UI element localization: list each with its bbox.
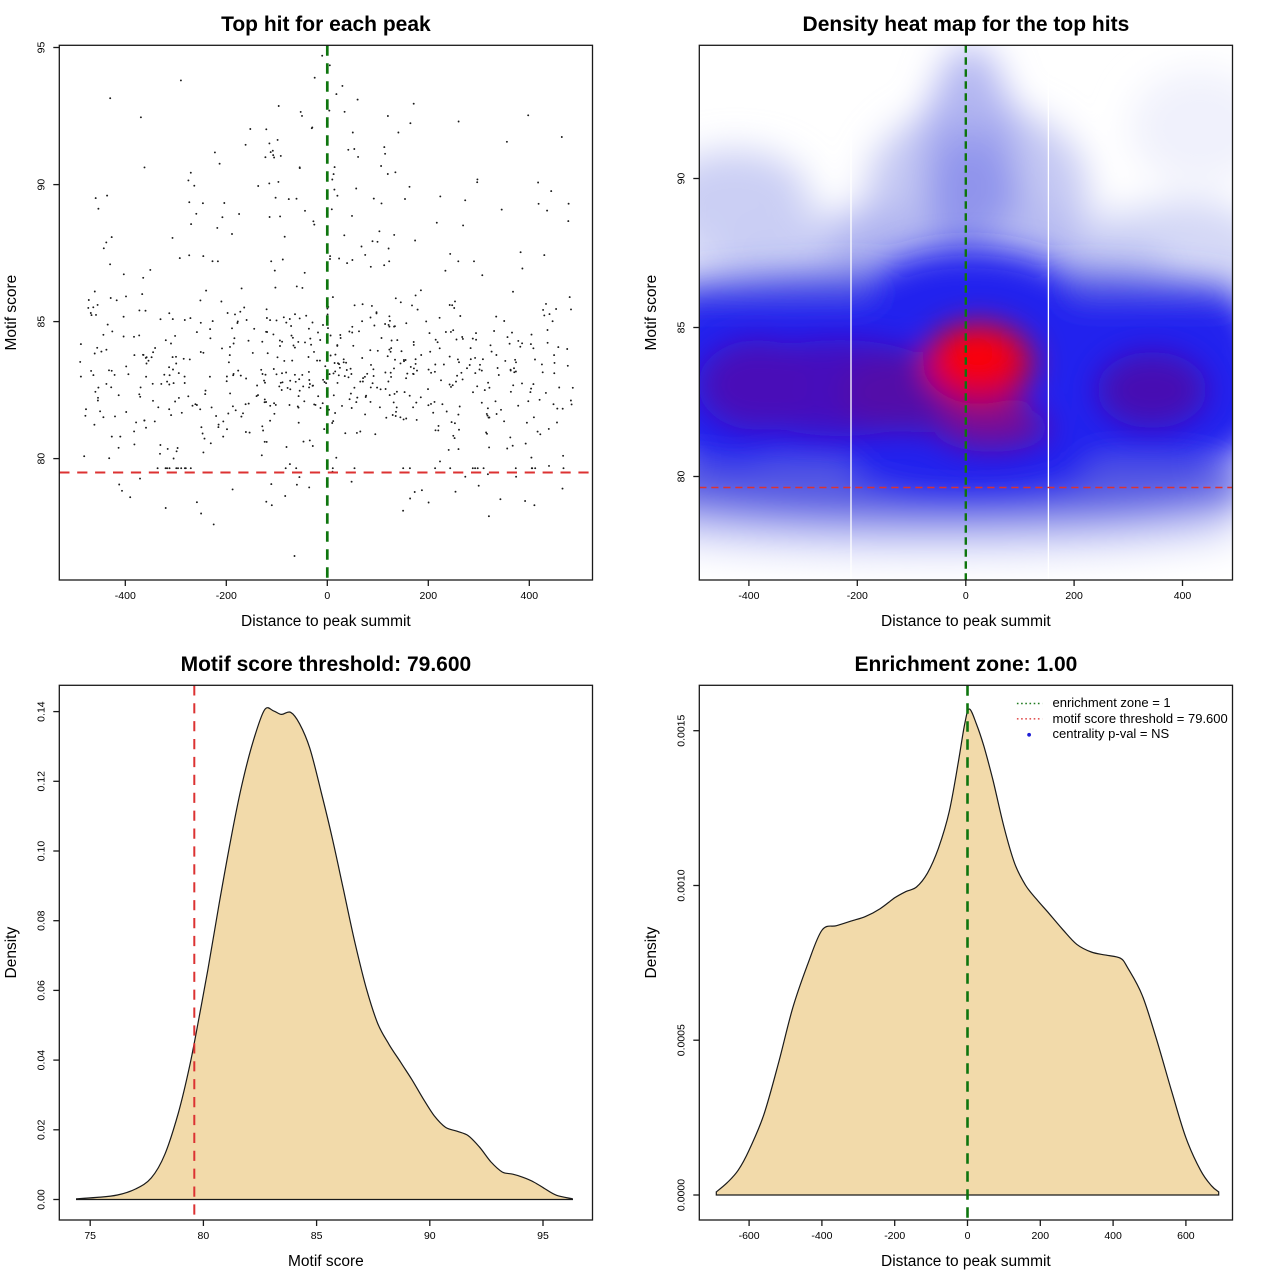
svg-text:80: 80 (198, 1230, 210, 1242)
svg-text:Motif score: Motif score (643, 275, 660, 351)
svg-text:Density heat map for the top h: Density heat map for the top hits (803, 13, 1130, 36)
svg-text:85: 85 (675, 322, 687, 334)
svg-text:90: 90 (675, 173, 687, 185)
svg-text:85: 85 (35, 316, 47, 328)
svg-text:90: 90 (35, 179, 47, 191)
svg-text:-400: -400 (811, 1230, 832, 1242)
svg-text:90: 90 (424, 1230, 436, 1242)
svg-text:0.0000: 0.0000 (675, 1179, 687, 1211)
svg-text:0.0015: 0.0015 (675, 714, 687, 746)
svg-text:0.10: 0.10 (35, 841, 47, 862)
svg-text:Distance to peak summit: Distance to peak summit (881, 1253, 1051, 1270)
svg-text:enrichment zone = 1: enrichment zone = 1 (1053, 695, 1171, 710)
svg-text:0.12: 0.12 (35, 771, 47, 792)
svg-text:centrality p-val = NS: centrality p-val = NS (1053, 726, 1170, 741)
svg-text:0.00: 0.00 (35, 1189, 47, 1210)
svg-text:75: 75 (84, 1230, 96, 1242)
svg-text:80: 80 (675, 471, 687, 483)
svg-text:Distance to peak summit: Distance to peak summit (241, 613, 411, 630)
svg-text:0.04: 0.04 (35, 1050, 47, 1071)
svg-text:0.14: 0.14 (35, 701, 47, 722)
svg-text:0: 0 (965, 1230, 971, 1242)
svg-text:95: 95 (537, 1230, 549, 1242)
svg-text:0.02: 0.02 (35, 1119, 47, 1140)
svg-text:0.0010: 0.0010 (675, 869, 687, 901)
svg-text:Enrichment zone: 1.00: Enrichment zone: 1.00 (854, 653, 1077, 676)
svg-text:200: 200 (420, 590, 438, 602)
svg-text:400: 400 (521, 590, 539, 602)
svg-text:Density: Density (3, 927, 20, 979)
svg-text:Motif score: Motif score (288, 1253, 364, 1270)
svg-text:0: 0 (324, 590, 330, 602)
svg-text:85: 85 (311, 1230, 323, 1242)
svg-text:Density: Density (643, 927, 660, 979)
svg-text:0.0005: 0.0005 (675, 1024, 687, 1056)
svg-text:-600: -600 (739, 1230, 760, 1242)
svg-text:200: 200 (1032, 1230, 1050, 1242)
svg-text:-400: -400 (115, 590, 136, 602)
svg-text:-200: -200 (847, 590, 868, 602)
svg-text:-200: -200 (884, 1230, 905, 1242)
svg-text:0.06: 0.06 (35, 980, 47, 1001)
svg-text:80: 80 (35, 453, 47, 465)
svg-text:Motif score: Motif score (3, 275, 20, 351)
svg-text:-200: -200 (216, 590, 237, 602)
svg-text:Motif score threshold: 79.600: Motif score threshold: 79.600 (181, 653, 472, 676)
svg-text:400: 400 (1174, 590, 1192, 602)
svg-text:400: 400 (1104, 1230, 1122, 1242)
svg-text:motif score threshold = 79.600: motif score threshold = 79.600 (1053, 711, 1228, 726)
svg-text:0.08: 0.08 (35, 910, 47, 931)
svg-text:-400: -400 (738, 590, 759, 602)
svg-text:600: 600 (1177, 1230, 1195, 1242)
svg-text:0: 0 (963, 590, 969, 602)
svg-text:Distance to peak summit: Distance to peak summit (881, 613, 1051, 630)
svg-text:Top hit for each peak: Top hit for each peak (221, 13, 431, 36)
svg-text:200: 200 (1065, 590, 1083, 602)
svg-text:95: 95 (35, 42, 47, 54)
